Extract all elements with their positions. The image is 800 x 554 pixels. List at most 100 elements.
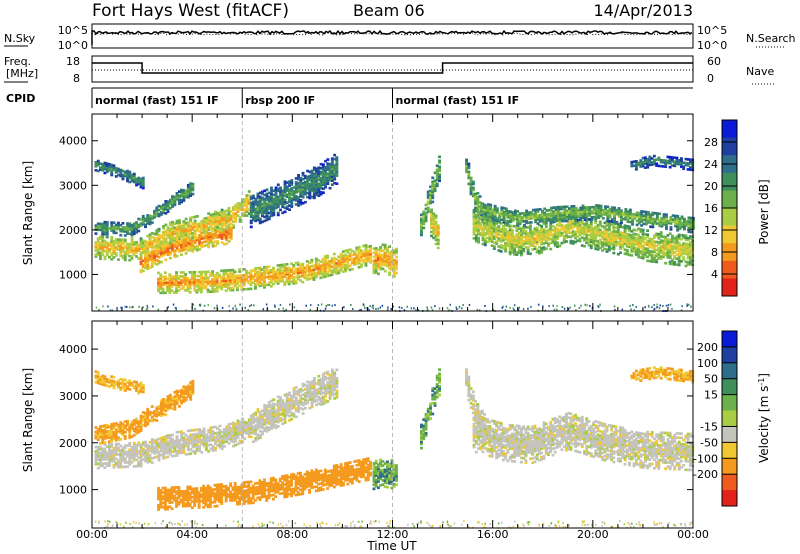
power-cell	[211, 234, 215, 238]
power-cell	[301, 177, 305, 181]
power-cell	[128, 174, 132, 178]
power-cell	[545, 213, 549, 216]
power-cell	[579, 212, 583, 216]
power-clutter-cell	[289, 303, 291, 306]
power-cell	[426, 190, 430, 194]
power-cell	[474, 225, 478, 229]
power-cell	[467, 170, 471, 174]
power-cell	[186, 183, 190, 187]
power-cell	[146, 255, 150, 258]
power-cell	[477, 230, 480, 234]
velocity-cell	[148, 453, 152, 457]
power-cell	[616, 240, 620, 244]
power-cell	[126, 232, 129, 235]
power-cell	[572, 209, 576, 212]
power-cell	[114, 169, 118, 172]
power-cell	[119, 252, 123, 255]
power-clutter-cell	[146, 306, 149, 309]
power-cell	[328, 268, 332, 271]
power-cell	[666, 252, 670, 255]
power-cell	[281, 205, 285, 209]
power-cell	[209, 227, 213, 230]
power-cell	[495, 222, 499, 225]
power-cell	[366, 251, 370, 255]
power-cell	[161, 279, 165, 283]
power-cell	[536, 208, 540, 211]
power-cell	[193, 280, 197, 284]
power-cell	[126, 177, 129, 181]
power-cell	[225, 230, 229, 234]
power-cell	[619, 215, 623, 218]
power-cell	[229, 272, 233, 276]
power-cell	[186, 187, 190, 191]
power-cell	[581, 206, 585, 210]
power-cell	[651, 223, 655, 227]
power-cell	[520, 241, 523, 245]
power-cell	[323, 257, 327, 260]
power-cell	[290, 179, 294, 182]
power-cell	[328, 186, 332, 190]
power-cell	[321, 163, 325, 166]
power-cell	[630, 246, 634, 249]
power-cell	[344, 269, 348, 273]
power-cell	[146, 263, 150, 266]
power-cell	[549, 237, 553, 241]
power-cell	[314, 271, 318, 275]
power-cell	[128, 226, 132, 230]
power-cell	[547, 219, 551, 222]
nave-label: Nave	[746, 65, 774, 78]
power-cell	[191, 242, 195, 245]
power-cell	[686, 248, 690, 252]
power-cell	[571, 240, 575, 243]
power-cell	[258, 211, 262, 215]
velocity-cell	[110, 455, 114, 459]
velocity-cell	[108, 447, 111, 450]
power-cell	[513, 237, 517, 240]
power-cell	[477, 214, 480, 218]
power-cell	[574, 236, 577, 240]
velocity-cell	[99, 458, 102, 461]
power-cell	[438, 169, 441, 173]
power-cell	[585, 227, 589, 230]
power-clutter-cell	[364, 307, 366, 310]
power-cell	[263, 278, 266, 281]
power-clutter-cell	[358, 309, 361, 312]
power-cell	[639, 159, 643, 162]
power-cell	[436, 242, 440, 246]
power-cell	[651, 225, 655, 229]
velocity-cell	[112, 455, 116, 459]
power-cell	[137, 225, 141, 229]
power-cell	[171, 205, 174, 208]
power-cell	[164, 248, 168, 252]
power-cell	[675, 237, 679, 240]
power-cell	[668, 242, 672, 246]
velocity-cell	[130, 456, 134, 460]
velocity-cell	[132, 441, 136, 445]
power-cell	[296, 273, 300, 277]
power-cell	[616, 224, 620, 228]
power-cell	[669, 228, 673, 231]
power-cell	[197, 282, 201, 286]
power-cell	[222, 275, 226, 278]
power-cell	[628, 239, 631, 243]
power-cell	[474, 194, 477, 198]
power-cell	[434, 216, 438, 220]
power-clutter-cell	[552, 304, 554, 307]
power-cell	[657, 249, 661, 252]
power-cell	[321, 175, 325, 178]
power-cell	[420, 233, 423, 237]
power-cell	[639, 244, 643, 247]
power-cell	[276, 205, 280, 209]
power-cell	[684, 163, 688, 167]
power-cell	[489, 213, 493, 217]
power-cell	[433, 189, 437, 193]
power-cell	[294, 203, 298, 206]
power-cell	[117, 225, 120, 229]
power-cell	[188, 271, 192, 274]
power-cell	[424, 213, 428, 217]
power-cell	[335, 272, 339, 275]
power-cell	[157, 279, 160, 283]
power-cell	[592, 211, 596, 215]
power-cell	[162, 209, 165, 213]
velocity-cell	[119, 459, 123, 462]
